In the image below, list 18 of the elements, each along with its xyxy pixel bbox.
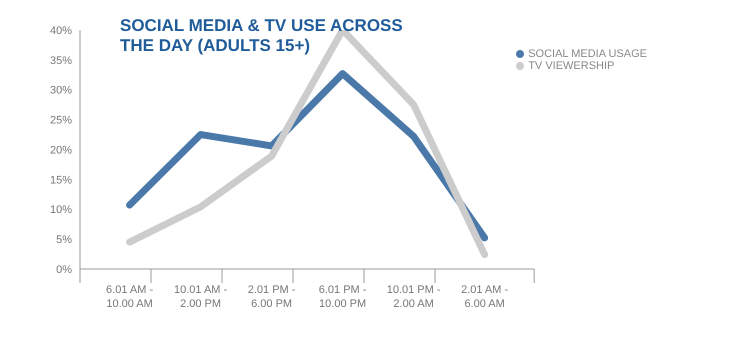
x-tick-label: 2.01 PM - 6.00 PM [248,284,296,310]
y-tick-label: 10% [50,204,72,216]
y-tick-label: 30% [50,84,72,97]
y-tick-label: 0% [56,264,72,276]
x-tick-label: 6.01 PM - 10.00 PM [318,284,367,310]
legend-label: SOCIAL MEDIA USAGE [528,48,647,60]
x-tick-label: 10.01 PM - 2.00 AM [386,284,441,310]
legend-label: TV VIEWERSHIP [528,60,614,72]
y-tick-label: 35% [50,54,72,67]
chart-title: SOCIAL MEDIA & TV USE ACROSS THE DAY (ADULTS 15+) [120,16,404,56]
x-tick-label: 2.01 AM - 6.00 AM [461,284,508,310]
x-tick-label: 10.01 AM - 2.00 PM [174,284,228,310]
y-tick-label: 20% [50,144,72,156]
y-tick-label: 25% [50,114,72,127]
y-tick-label: 40% [50,24,72,37]
y-tick-label: 5% [56,234,72,246]
y-tick-label: 15% [50,174,72,186]
x-tick-label: 6.01 AM - 10.00 AM [106,284,154,310]
